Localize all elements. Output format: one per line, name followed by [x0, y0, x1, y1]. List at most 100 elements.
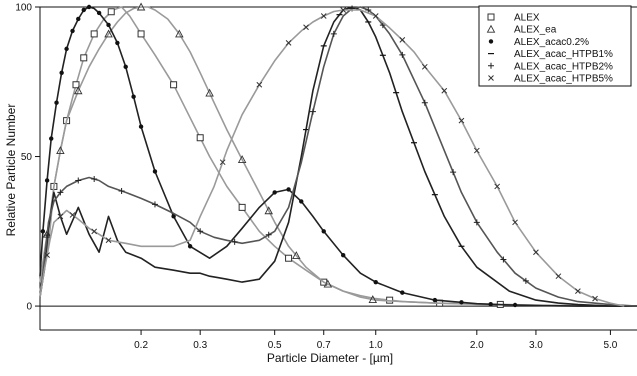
data-point — [512, 302, 518, 308]
y-ticks: 0 50 100 — [15, 3, 40, 313]
data-point — [80, 54, 88, 62]
legend-box — [478, 5, 632, 87]
data-point — [64, 46, 69, 52]
data-point — [421, 99, 428, 106]
data-point — [86, 4, 92, 10]
data-point — [44, 252, 50, 258]
data-point — [303, 24, 309, 31]
data-point — [59, 70, 64, 75]
data-point — [91, 228, 98, 235]
data-point — [421, 63, 428, 70]
data-point — [330, 30, 337, 37]
data-point — [44, 178, 50, 183]
y-tick-label: 100 — [15, 3, 32, 14]
data-point — [106, 22, 111, 28]
legend: ALEXALEX_eaALEX_acac0.2%ALEX_acac_HTPB1%… — [478, 5, 632, 87]
data-point — [205, 88, 214, 97]
data-point — [264, 206, 273, 215]
data-point — [265, 231, 272, 238]
data-point — [320, 13, 327, 19]
data-point — [341, 253, 346, 258]
legend-label: ALEX_acac_HTPB1% — [514, 49, 613, 60]
series-2 — [39, 4, 637, 308]
data-point — [90, 30, 98, 38]
data-point — [72, 81, 80, 89]
series-line — [39, 6, 637, 307]
series-line — [39, 6, 637, 307]
data-point — [123, 64, 128, 70]
data-point — [196, 134, 204, 142]
data-point — [309, 108, 316, 115]
data-point — [104, 29, 113, 38]
data-point — [321, 229, 326, 234]
data-point — [219, 159, 226, 166]
data-point — [115, 40, 120, 46]
x-tick-label: 1.0 — [369, 340, 383, 351]
data-point — [432, 297, 438, 303]
data-point — [105, 237, 112, 244]
x-axis-title: Particle Diameter - [µm] — [267, 351, 393, 365]
data-point — [340, 7, 347, 13]
data-point — [187, 244, 193, 249]
data-point — [91, 175, 98, 182]
data-point — [74, 86, 83, 95]
x-tick-label: 0.2 — [134, 340, 148, 351]
data-point — [81, 7, 86, 13]
series-layer — [39, 2, 637, 308]
legend-marker — [488, 39, 494, 44]
y-tick-label: 50 — [21, 152, 33, 163]
data-point — [170, 81, 178, 89]
data-point — [533, 249, 539, 256]
data-point — [285, 254, 293, 262]
data-point — [368, 295, 378, 303]
x-ticks: 0.2 0.3 0.5 0.7 1.0 2.0 3.0 5.0 — [134, 330, 618, 351]
data-point — [555, 273, 562, 280]
data-point — [171, 214, 176, 219]
data-point — [118, 187, 125, 194]
data-point — [57, 213, 64, 220]
x-tick-label: 0.7 — [317, 340, 331, 351]
y-axis-title: Relative Particle Number — [4, 104, 18, 237]
data-point — [292, 251, 301, 259]
data-point — [175, 29, 184, 38]
series-5 — [39, 7, 625, 307]
data-point — [285, 40, 292, 46]
data-point — [450, 169, 457, 176]
data-point — [522, 277, 529, 284]
data-point — [323, 279, 333, 288]
series-line — [39, 9, 625, 307]
data-point — [459, 300, 464, 305]
data-point — [231, 238, 238, 245]
legend-items: ALEXALEX_eaALEX_acac0.2%ALEX_acac_HTPB1%… — [486, 13, 613, 85]
data-point — [136, 2, 146, 11]
data-point — [488, 301, 493, 307]
series-line — [39, 6, 637, 307]
data-point — [197, 228, 204, 235]
data-point — [131, 94, 136, 99]
data-point — [372, 13, 379, 19]
legend-marker — [488, 62, 494, 69]
legend-label: ALEX_acac_HTPB2% — [514, 61, 613, 72]
legend-label: ALEX — [514, 13, 540, 24]
data-point — [69, 212, 76, 218]
data-point — [500, 256, 507, 263]
data-point — [40, 229, 46, 234]
data-point — [237, 155, 247, 163]
data-point — [96, 10, 102, 16]
data-point — [441, 87, 448, 94]
data-point — [399, 51, 406, 58]
data-point — [399, 37, 406, 43]
data-point — [272, 190, 277, 195]
data-point — [494, 183, 501, 190]
data-point — [49, 136, 54, 141]
data-point — [70, 28, 75, 34]
y-tick-label: 0 — [26, 302, 32, 313]
data-point — [238, 203, 246, 211]
data-point — [512, 219, 518, 226]
data-point — [152, 169, 158, 174]
data-point — [56, 146, 65, 155]
series-line — [39, 6, 637, 307]
data-point — [365, 6, 372, 13]
x-tick-label: 0.5 — [268, 340, 282, 351]
